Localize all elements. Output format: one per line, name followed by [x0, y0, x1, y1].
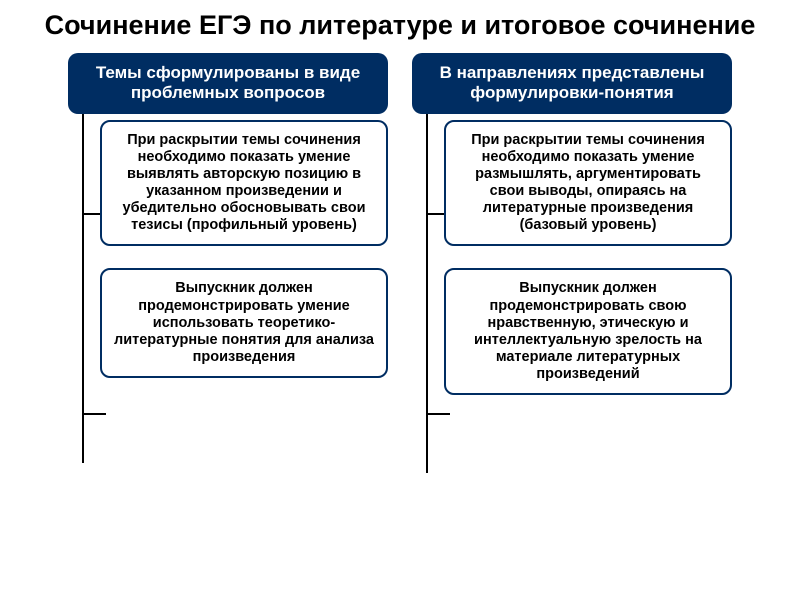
connector-vline [82, 113, 84, 463]
right-child-1-text: При раскрытии темы сочинения необходимо … [471, 132, 705, 234]
page-title: Сочинение ЕГЭ по литературе и итоговое с… [0, 0, 800, 53]
left-child-2: Выпускник должен продемонстрировать умен… [100, 268, 388, 378]
right-header-text: В направлениях представлены формулировки… [440, 63, 705, 102]
columns-container: Темы сформулированы в виде проблемных во… [0, 53, 800, 395]
left-column: Темы сформулированы в виде проблемных во… [68, 53, 388, 395]
left-child-1-text: При раскрытии темы сочинения необходимо … [123, 132, 366, 234]
right-child-1: При раскрытии темы сочинения необходимо … [444, 120, 732, 247]
connector-hline-2 [426, 413, 450, 415]
right-child-2-wrap: Выпускник должен продемонстрировать свою… [444, 268, 732, 395]
left-child-2-wrap: Выпускник должен продемонстрировать умен… [100, 268, 388, 378]
right-header-box: В направлениях представлены формулировки… [412, 53, 732, 114]
left-header-box: Темы сформулированы в виде проблемных во… [68, 53, 388, 114]
right-child-2-text: Выпускник должен продемонстрировать свою… [474, 280, 702, 382]
right-child-2: Выпускник должен продемонстрировать свою… [444, 268, 732, 395]
left-child-1-wrap: При раскрытии темы сочинения необходимо … [100, 120, 388, 247]
connector-hline-2 [82, 413, 106, 415]
right-column: В направлениях представлены формулировки… [412, 53, 732, 395]
left-child-2-text: Выпускник должен продемонстрировать умен… [114, 280, 374, 364]
right-child-1-wrap: При раскрытии темы сочинения необходимо … [444, 120, 732, 247]
left-child-1: При раскрытии темы сочинения необходимо … [100, 120, 388, 247]
connector-vline [426, 113, 428, 473]
left-header-text: Темы сформулированы в виде проблемных во… [96, 63, 360, 102]
